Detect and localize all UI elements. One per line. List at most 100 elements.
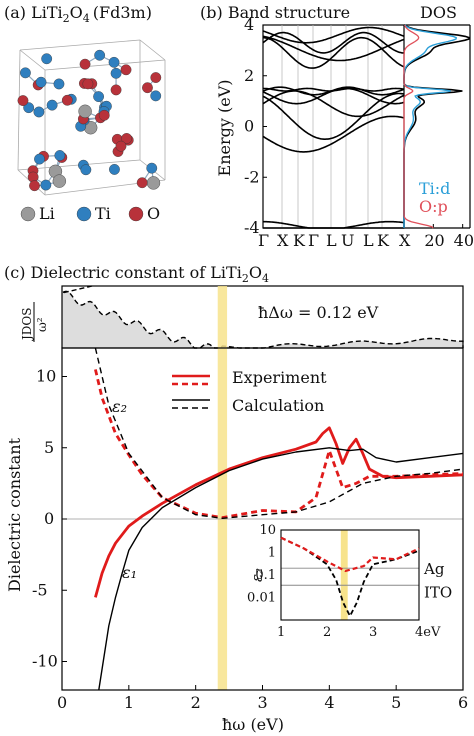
inset-xtick-label: 4eV [415,625,441,640]
dos-xtick-label: 20 [424,231,444,250]
inset-experiment-eps2 [280,536,420,573]
band-11 [263,220,405,229]
o-atom [82,78,94,90]
panel-a: (a) LiTi2O4 (Fd3m) Li Ti O [4,3,166,223]
legend-label-ti: Ti [95,204,111,223]
legend-swatch-li [20,206,36,222]
panel-a-label: (a) LiTi2O4 (Fd3m) [4,3,152,25]
band-7 [262,92,405,140]
ytick-label: -4 [244,218,260,237]
xtick-label-5: 5 [391,693,401,712]
eps1-label: ε₁ [122,563,137,582]
kpoint-label-6: L [363,231,374,250]
ytick-label--5: -5 [32,580,48,599]
eps2-label: ε₂ [112,397,127,416]
xtick-label-2: 2 [191,693,201,712]
o-atom [136,177,148,189]
o-atom [115,140,127,152]
band-9 [262,87,405,92]
jdos-label: JDOS [20,308,34,343]
ti-atom [108,56,120,68]
inset-plot: 10 1 0.1 0.01 1 2 3 4eV ε₂ Ag ITO [247,522,462,648]
ytick-label: 2 [244,66,254,85]
xtick-label-4: 4 [324,693,334,712]
kpoint-label-0: Γ [258,231,269,250]
jdos-fill [62,291,463,348]
legend-swatch-ti [76,206,92,222]
jdos-strip: ħΔω = 0.12 eV JDOS ω² [20,285,464,349]
ytick-label: 4 [244,15,254,34]
ti-atom [80,164,92,176]
legend-label-o: O [147,204,160,223]
ti-atom [35,76,47,88]
ti-atom [93,91,104,103]
ti-atom [109,163,120,175]
kpoint-label-1: X [277,231,289,250]
band-ylabel: Energy (eV) [215,80,234,177]
ytick-label-0: 0 [44,509,54,528]
inset-ytick-label: 0.1 [255,568,276,583]
inset-xtick-label: 3 [369,625,377,640]
cell-edge [17,49,21,171]
band-8 [262,115,405,153]
inset-ytick-label: 1 [268,546,276,561]
ti-atom [150,90,162,102]
panel-c: (c) Dielectric constant of LiTi2O4 ħΔω =… [4,263,468,734]
dos-label: DOS [420,3,457,22]
inset-ito-label: ITO [424,583,452,601]
ti-atom [54,150,66,161]
kpoint-label-2: K [293,231,306,250]
kpoint-label-3: Γ [308,231,319,250]
li-atom [78,104,92,119]
inset-highlight [340,530,348,620]
legend-label-li: Li [39,204,55,223]
ti-atom [110,67,122,79]
o-atom [79,58,91,70]
o-atom [98,109,110,121]
li-atom [52,174,67,188]
o-atom [121,133,133,144]
ytick-label-5: 5 [44,438,54,457]
ti-atom [53,78,65,90]
xtick-label-0: 0 [57,693,67,712]
ti-atom [46,99,58,111]
panel-c-label: (c) Dielectric constant of LiTi2O4 [4,263,269,285]
ti-atom [20,67,31,79]
ytick-label-10: 10 [36,367,56,386]
cell-edge [19,49,46,71]
o-atom [150,72,162,83]
ytick-label: -2 [244,167,260,186]
cell-edge [19,39,141,51]
kpoint-label-7: K [377,231,390,250]
experiment-eps1-curve [94,426,464,598]
cell-edge [139,39,166,61]
band-1 [262,31,404,54]
ti-atom [34,153,45,165]
panel-b-label: (b) Band structure [200,3,350,22]
inset-xtick-label: 1 [277,625,285,640]
band-3 [262,35,405,62]
calculation-eps1-curve [98,447,464,691]
band-6 [262,90,405,118]
o-atom [61,94,73,106]
inset-frame [280,529,420,621]
band-0 [263,36,405,69]
highlight-band [217,286,228,690]
ti-atom [33,106,45,118]
o-atom [17,95,29,106]
inset-ytick-label: 10 [259,523,276,538]
xtick-label-1: 1 [124,693,134,712]
crystal-structure-image [17,39,166,196]
legend-op: O:p [419,197,448,216]
inset-calculation-eps2 [280,536,420,618]
calculation-eps2-curve [94,347,464,519]
ti-atom [23,102,35,114]
delta-omega-annotation: ħΔω = 0.12 eV [258,303,379,322]
ti-atom [146,162,158,174]
y-axis-label: Dielectric constant [5,437,24,592]
kpoint-label-4: L [326,231,337,250]
ytick-label--10: -10 [32,652,58,671]
